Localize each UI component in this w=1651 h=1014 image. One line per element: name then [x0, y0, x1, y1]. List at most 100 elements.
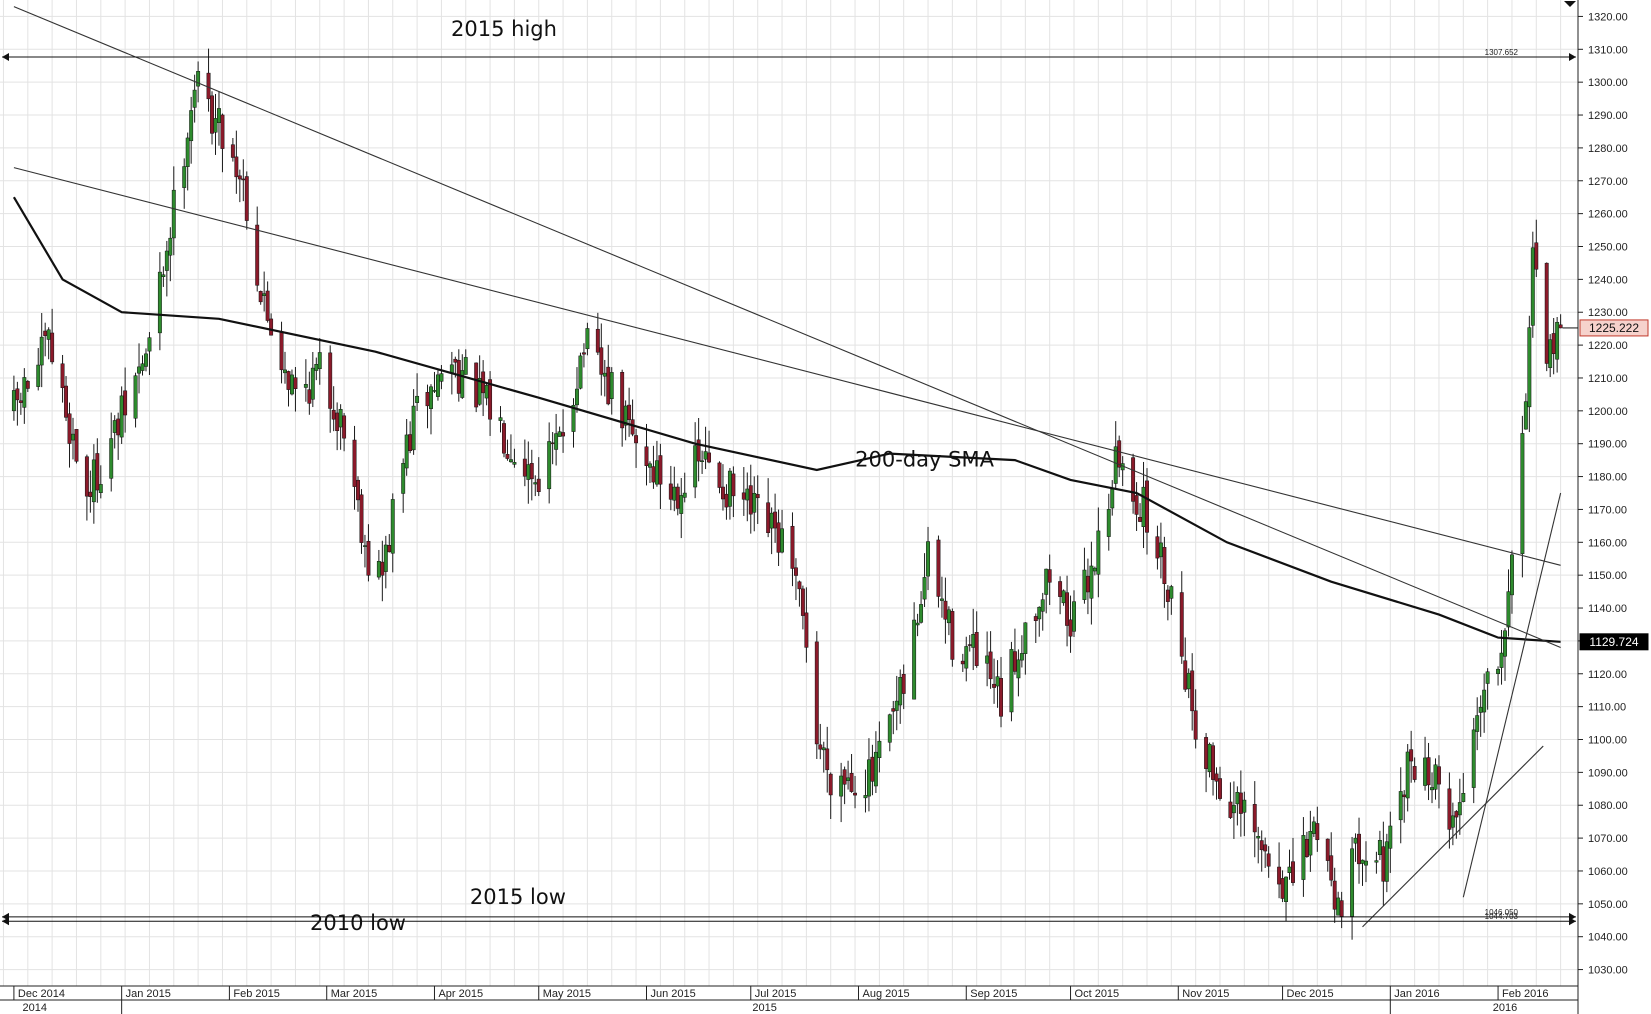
candle-bull: [1496, 668, 1501, 674]
candle-bull: [1023, 622, 1028, 654]
candle-bear: [230, 144, 235, 158]
candle-bull: [498, 417, 503, 421]
y-tick-label: 1170.00: [1588, 504, 1627, 516]
trendline: [13, 167, 1561, 566]
candle-bull: [1482, 689, 1487, 713]
candle-bear: [331, 409, 336, 420]
candle-bear: [950, 611, 955, 660]
y-tick-label: 1090.00: [1588, 767, 1628, 779]
last-price-badge: [1579, 319, 1649, 337]
candle-bear: [595, 328, 600, 353]
candle-bull: [821, 747, 826, 751]
candle-bear: [74, 429, 79, 462]
candle-bull: [185, 137, 190, 167]
candle-bear: [800, 588, 805, 616]
candle-bear: [936, 539, 941, 597]
price-labels: 1225.222 1129.724: [1562, 319, 1649, 651]
candle-bear: [380, 561, 385, 576]
candle-bull: [1450, 815, 1455, 828]
month-label: Oct 2015: [1075, 988, 1120, 1000]
candle-bull: [863, 795, 868, 799]
candle-bear: [1304, 839, 1309, 857]
candle-bull: [1478, 706, 1483, 713]
candle-bear: [1558, 324, 1563, 329]
month-label: Jul 2015: [755, 988, 797, 1000]
candle-bear: [1165, 589, 1170, 602]
candle-bear: [88, 491, 93, 497]
candle-bear: [1131, 457, 1136, 502]
candle-bear: [724, 493, 729, 508]
candle-bear: [668, 483, 673, 500]
candle-bull: [140, 363, 145, 371]
candle-bull: [1523, 401, 1528, 430]
candle-bear: [1381, 846, 1386, 882]
candle-bear: [265, 290, 270, 321]
candle-bear: [630, 419, 635, 435]
candle-bull: [1110, 488, 1115, 509]
candle-bull: [1548, 339, 1553, 368]
candle-bear: [1402, 794, 1407, 798]
candle-bull: [415, 395, 420, 403]
candle-bear: [1437, 766, 1441, 785]
candle-bear: [814, 641, 819, 745]
candle-bear: [1426, 757, 1431, 786]
candle-bull: [846, 777, 851, 781]
candle-bull: [1284, 876, 1288, 902]
candle-bull: [1089, 565, 1094, 599]
candle-bull: [168, 237, 173, 256]
candle-bull: [39, 336, 44, 366]
candle-bull: [1353, 837, 1358, 844]
candle-bull: [133, 375, 138, 419]
candle-bull: [1106, 509, 1111, 537]
candle-bear: [1085, 575, 1090, 593]
candle-bull: [1019, 653, 1024, 661]
y-tick-label: 1180.00: [1588, 472, 1627, 484]
candle-bear: [627, 404, 632, 420]
candle-bull: [873, 751, 878, 787]
candle-bear: [15, 388, 20, 401]
candle-bull: [1009, 649, 1014, 713]
candle-bear: [1155, 536, 1160, 559]
candle-bear: [255, 224, 260, 286]
y-tick-label: 1200.00: [1588, 406, 1628, 418]
y-tick-label: 1310.00: [1588, 44, 1628, 56]
candle-bull: [1499, 652, 1504, 668]
candle-bull: [919, 604, 924, 623]
candle-bull: [338, 409, 343, 428]
candle-bull: [575, 388, 579, 406]
candle-bull: [1405, 751, 1410, 799]
year-label: 2016: [1493, 1002, 1517, 1014]
candle-bear: [453, 358, 458, 363]
candle-bull: [727, 470, 732, 507]
candle-bull: [36, 364, 41, 387]
candle-bull: [912, 619, 917, 700]
candle-bull: [1082, 569, 1087, 600]
candle-bear: [1332, 880, 1337, 910]
candle-bear: [891, 708, 896, 712]
candle-bull: [971, 633, 976, 648]
candle-bear: [64, 385, 68, 418]
candle-bear: [999, 678, 1003, 717]
candle-bull: [192, 89, 197, 108]
candle-bear: [842, 769, 847, 785]
candle-bear: [43, 330, 48, 336]
candle-bull: [547, 441, 552, 490]
gridlines: [0, 0, 1578, 986]
month-label: Nov 2015: [1182, 988, 1229, 1000]
candle-bear: [606, 366, 611, 405]
month-label: Feb 2015: [233, 988, 279, 1000]
candle-bull: [1384, 841, 1389, 882]
candle-bear: [992, 683, 997, 688]
candle-bull: [1374, 860, 1379, 863]
candle-bull: [752, 492, 757, 513]
candle-bear: [474, 362, 479, 408]
trendlines: [13, 6, 1562, 928]
candle-bull: [877, 740, 882, 758]
y-tick-label: 1270.00: [1588, 176, 1628, 188]
candle-bull: [508, 459, 513, 463]
candle-bull: [171, 189, 176, 239]
candle-bull: [526, 464, 531, 480]
